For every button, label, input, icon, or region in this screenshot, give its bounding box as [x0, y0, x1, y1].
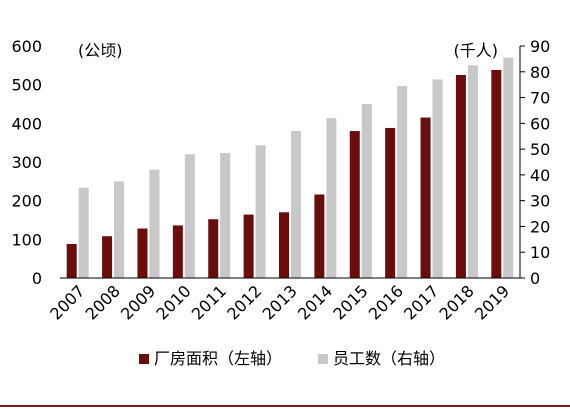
bottom-divider — [0, 405, 570, 407]
bar-employees — [291, 131, 301, 278]
legend-swatch-factory-area — [139, 354, 149, 364]
right-tick-label: 0 — [530, 269, 540, 288]
right-axis-ticks: 0 10 20 30 40 50 60 70 80 90 — [520, 37, 550, 288]
right-tick-label: 10 — [530, 243, 550, 262]
bar-factory-area — [137, 228, 148, 278]
right-axis-unit: (千人) — [454, 41, 499, 60]
bar-factory-area — [420, 117, 431, 279]
right-tick-label: 70 — [530, 89, 550, 108]
right-tick-label: 20 — [530, 217, 550, 236]
legend-label-employees: 员工数（右轴） — [333, 349, 445, 368]
bar-employees — [78, 187, 89, 278]
legend: 厂房面积（左轴） 员工数（右轴） — [139, 349, 445, 368]
bar-employees — [467, 65, 478, 278]
bar-factory-area — [208, 219, 219, 278]
bar-factory-area — [385, 127, 396, 279]
left-tick-label: 100 — [11, 230, 42, 249]
left-axis-ticks: 0 100 200 300 400 500 600 — [11, 37, 42, 288]
right-tick-label: 80 — [530, 63, 550, 82]
bar-factory-area — [279, 212, 289, 278]
bar-employees — [326, 118, 337, 278]
bar-employees — [255, 145, 266, 278]
x-tick-label: 2019 — [471, 281, 513, 323]
bar-factory-area — [455, 75, 466, 278]
bar-factory-area — [314, 194, 325, 278]
right-tick-label: 30 — [530, 192, 550, 211]
left-tick-label: 400 — [11, 114, 42, 133]
bar-employees — [114, 181, 125, 278]
bar-employees — [220, 152, 231, 278]
right-tick-label: 40 — [530, 166, 550, 185]
x-tick-label: 2014 — [294, 281, 336, 323]
left-tick-label: 600 — [11, 37, 42, 56]
right-tick-label: 90 — [530, 37, 550, 56]
x-tick-label: 2012 — [223, 281, 265, 323]
left-tick-label: 300 — [11, 153, 42, 172]
bar-factory-area — [102, 236, 113, 278]
x-tick-label: 2013 — [259, 281, 301, 323]
x-tick-label: 2008 — [82, 281, 124, 323]
bar-factory-area — [243, 214, 254, 278]
x-tick-label: 2011 — [188, 281, 230, 323]
x-tick-label: 2017 — [400, 281, 442, 323]
bar-employees — [397, 85, 408, 278]
bar-employees — [184, 154, 195, 278]
bar-employees — [503, 57, 514, 278]
legend-label-factory-area: 厂房面积（左轴） — [154, 349, 282, 368]
right-tick-label: 60 — [530, 114, 550, 133]
bar-factory-area — [172, 225, 183, 278]
x-tick-label: 2018 — [436, 281, 478, 323]
x-tick-label: 2009 — [117, 281, 159, 323]
legend-swatch-employees — [318, 354, 328, 364]
left-axis-unit: (公顷) — [78, 41, 123, 60]
bars — [66, 57, 514, 279]
x-axis-ticks: 2007200820092010201120122013201420152016… — [46, 281, 513, 323]
right-tick-label: 50 — [530, 140, 550, 159]
x-tick-label: 2015 — [329, 281, 371, 323]
bar-employees — [361, 104, 372, 278]
x-tick-label: 2016 — [365, 281, 407, 323]
left-tick-label: 0 — [32, 269, 42, 288]
bar-factory-area — [66, 243, 77, 278]
x-tick-label: 2007 — [46, 281, 88, 323]
left-tick-label: 500 — [11, 76, 42, 95]
bar-employees — [432, 79, 443, 278]
left-tick-label: 200 — [11, 192, 42, 211]
bar-factory-area — [491, 69, 502, 279]
bar-employees — [149, 169, 160, 278]
x-tick-label: 2010 — [152, 281, 194, 323]
bar-factory-area — [349, 131, 360, 278]
